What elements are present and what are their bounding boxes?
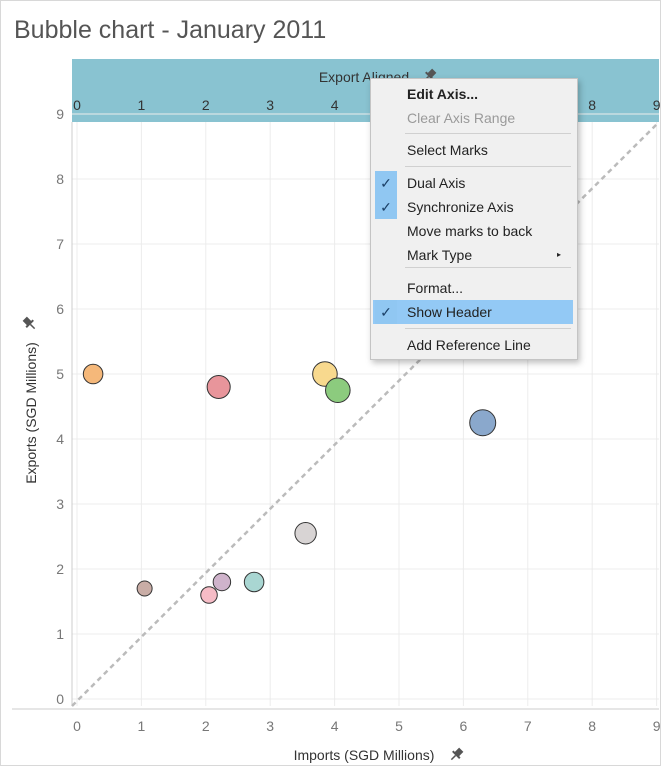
top-x-tick-label: 0 bbox=[73, 97, 81, 113]
top-x-tick-label: 9 bbox=[653, 97, 661, 113]
menu-item-label: Dual Axis bbox=[407, 175, 466, 191]
menu-item-label: Mark Type bbox=[407, 247, 473, 263]
checkmark-icon: ✓ bbox=[375, 300, 397, 324]
y-tick-label: 6 bbox=[56, 301, 64, 317]
menu-item-mark-type[interactable]: Mark Type ▸ bbox=[373, 243, 573, 267]
pin-icon[interactable] bbox=[21, 315, 38, 332]
bubble-mark[interactable] bbox=[469, 409, 497, 437]
checkmark-icon: ✓ bbox=[375, 195, 397, 219]
y-tick-label: 1 bbox=[56, 626, 64, 642]
top-x-tick-label: 8 bbox=[588, 97, 596, 113]
menu-item-label: Edit Axis... bbox=[407, 86, 479, 102]
menu-item-show-header[interactable]: ✓ Show Header bbox=[373, 300, 573, 324]
pin-icon[interactable] bbox=[448, 746, 465, 763]
checkmark-icon: ✓ bbox=[375, 171, 397, 195]
x-axis-title[interactable]: Imports (SGD Millions) bbox=[294, 747, 435, 763]
menu-separator bbox=[405, 267, 571, 268]
y-axis[interactable]: 0 1 2 3 4 5 6 7 8 9 bbox=[56, 106, 64, 707]
x-tick-label: 7 bbox=[524, 718, 532, 734]
x-tick-label: 9 bbox=[653, 718, 661, 734]
menu-item-label: Add Reference Line bbox=[407, 337, 531, 353]
bubble-mark[interactable] bbox=[136, 580, 153, 597]
x-tick-label: 0 bbox=[73, 718, 81, 734]
y-tick-label: 7 bbox=[56, 236, 64, 252]
bottom-x-axis[interactable]: 0 1 2 3 4 5 6 7 8 9 bbox=[73, 718, 661, 734]
top-x-tick-label: 2 bbox=[202, 97, 210, 113]
bubble-mark[interactable] bbox=[243, 571, 265, 593]
bubble-mark[interactable] bbox=[325, 377, 351, 404]
top-x-tick-label: 4 bbox=[331, 97, 339, 113]
menu-item-label: Select Marks bbox=[407, 142, 488, 158]
menu-separator bbox=[405, 328, 571, 329]
y-tick-label: 9 bbox=[56, 106, 64, 122]
menu-item-label: Show Header bbox=[407, 304, 492, 320]
menu-item-edit-axis[interactable]: Edit Axis... bbox=[373, 82, 573, 106]
menu-item-format[interactable]: Format... bbox=[373, 276, 573, 300]
menu-item-select-marks[interactable]: Select Marks bbox=[373, 138, 573, 162]
x-tick-label: 2 bbox=[202, 718, 210, 734]
y-tick-label: 0 bbox=[56, 691, 64, 707]
bubbles-layer[interactable] bbox=[82, 361, 497, 604]
menu-item-dual-axis[interactable]: ✓ Dual Axis bbox=[373, 171, 573, 195]
menu-item-label: Synchronize Axis bbox=[407, 199, 514, 215]
y-axis-title[interactable]: Exports (SGD Millions) bbox=[23, 342, 39, 484]
y-tick-label: 5 bbox=[56, 366, 64, 382]
x-tick-label: 5 bbox=[395, 718, 403, 734]
bubble-mark[interactable] bbox=[206, 374, 231, 400]
y-tick-label: 4 bbox=[56, 431, 64, 447]
bubble-mark[interactable] bbox=[294, 522, 317, 545]
menu-item-move-marks-to-back[interactable]: Move marks to back bbox=[373, 219, 573, 243]
menu-separator bbox=[405, 133, 571, 134]
bubble-mark[interactable] bbox=[82, 363, 104, 385]
menu-item-label: Clear Axis Range bbox=[407, 110, 516, 126]
axis-context-menu[interactable]: Edit Axis... Clear Axis Range Select Marks… bbox=[370, 78, 578, 360]
top-x-tick-label: 3 bbox=[266, 97, 274, 113]
y-tick-label: 2 bbox=[56, 561, 64, 577]
submenu-arrow-icon: ▸ bbox=[556, 250, 561, 259]
menu-item-synchronize-axis[interactable]: ✓ Synchronize Axis bbox=[373, 195, 573, 219]
menu-item-label: Move marks to back bbox=[407, 223, 533, 239]
x-tick-label: 8 bbox=[588, 718, 596, 734]
x-tick-label: 3 bbox=[266, 718, 274, 734]
menu-separator bbox=[405, 166, 571, 167]
x-tick-label: 6 bbox=[460, 718, 468, 734]
menu-item-clear-axis-range: Clear Axis Range bbox=[373, 106, 573, 130]
menu-item-label: Format... bbox=[407, 280, 464, 296]
top-x-tick-label: 1 bbox=[138, 97, 146, 113]
x-tick-label: 4 bbox=[331, 718, 339, 734]
y-tick-label: 8 bbox=[56, 171, 64, 187]
reference-line bbox=[71, 121, 660, 707]
y-tick-label: 3 bbox=[56, 496, 64, 512]
bubble-mark[interactable] bbox=[200, 586, 218, 604]
menu-item-add-reference-line[interactable]: Add Reference Line bbox=[373, 333, 573, 357]
bubble-mark[interactable] bbox=[212, 572, 232, 592]
x-tick-label: 1 bbox=[138, 718, 146, 734]
chart-title: Bubble chart - January 2011 bbox=[14, 16, 327, 44]
